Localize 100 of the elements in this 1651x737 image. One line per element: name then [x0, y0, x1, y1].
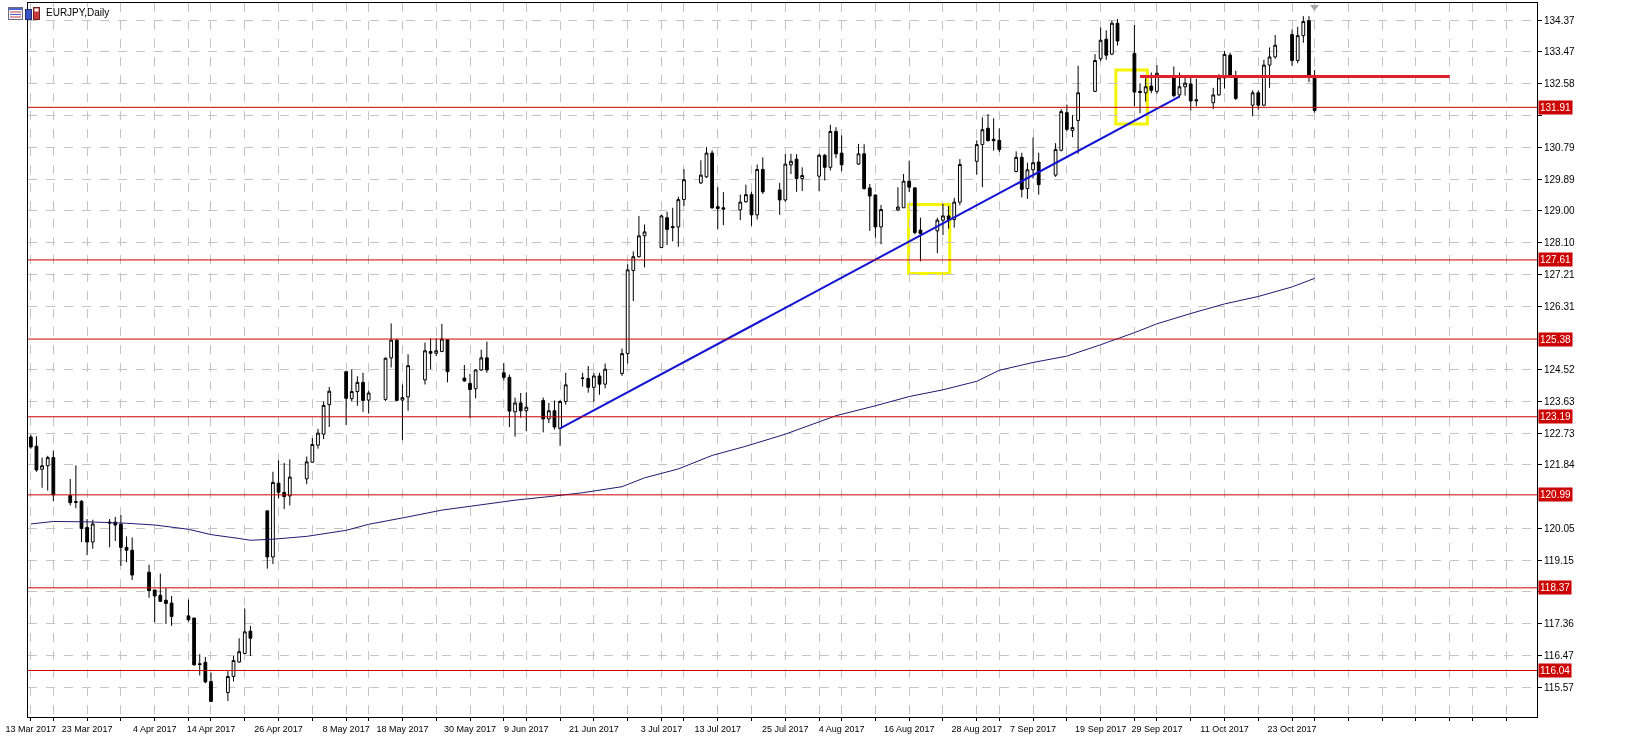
candlestick: [321, 401, 326, 440]
ref-line-label: 116.04: [1540, 665, 1571, 676]
ref-line-label: 127.61: [1540, 254, 1572, 265]
candlestick: [957, 158, 962, 206]
candlestick: [541, 397, 546, 433]
candlestick: [90, 519, 95, 550]
y-tick-label: 123.63: [1544, 395, 1576, 407]
y-tick-label: 134.37: [1544, 14, 1576, 26]
y-tick-label: 128.10: [1544, 237, 1576, 249]
candlestick: [659, 214, 664, 249]
chart-title: EURJPY,Daily: [45, 7, 111, 19]
x-tick-label: 23 Mar 2017: [61, 723, 113, 734]
y-tick-label: 120.05: [1544, 522, 1576, 534]
candlestick: [147, 564, 151, 599]
candlestick: [1307, 15, 1311, 83]
ref-line-label: 123.19: [1540, 411, 1572, 422]
candlestick: [513, 397, 517, 438]
candlestick: [637, 215, 641, 258]
x-tick-label: 4 Aug 2017: [818, 723, 865, 734]
candlestick: [40, 457, 44, 489]
candlestick: [834, 126, 838, 159]
candlestick: [1132, 24, 1137, 107]
candlestick: [164, 587, 168, 625]
candlestick: [1076, 65, 1080, 155]
y-tick-label: 124.52: [1544, 364, 1576, 376]
candlestick: [1312, 69, 1317, 114]
x-tick-label: 23 Oct 2017: [1267, 723, 1317, 734]
y-tick-label: 121.84: [1544, 459, 1576, 471]
x-tick-label: 16 Aug 2017: [883, 723, 935, 734]
candlestick: [1233, 70, 1238, 101]
candlestick: [879, 204, 883, 245]
candlestick: [316, 428, 320, 450]
candlestick: [941, 203, 945, 236]
candlestick: [327, 386, 332, 428]
candlestick: [665, 211, 669, 246]
line-series: [30, 277, 1316, 541]
candlestick: [119, 514, 123, 567]
x-tick-label: 4 Apr 2017: [132, 723, 177, 734]
candlestick: [68, 478, 73, 506]
y-tick-label: 129.89: [1544, 173, 1576, 185]
candlestick: [1014, 150, 1019, 173]
y-tick-label: 126.31: [1544, 300, 1576, 312]
candlestick: [1211, 87, 1216, 110]
candlestick: [682, 168, 686, 207]
x-tick-label: 14 Apr 2017: [186, 723, 236, 734]
y-tick-label: 130.79: [1544, 141, 1576, 153]
y-tick-label: 127.21: [1544, 268, 1576, 280]
candlestick: [344, 371, 349, 426]
x-tick-label: 19 Sep 2017: [1075, 723, 1127, 734]
ref-line-label: 131.91: [1540, 102, 1572, 113]
candlestick: [1290, 29, 1294, 67]
x-tick-label: 8 May 2017: [322, 723, 370, 734]
y-tick-label: 116.47: [1544, 649, 1575, 661]
candlestick: [839, 134, 844, 172]
x-tick-label: 9 Jun 2017: [504, 723, 549, 734]
candlestick: [760, 156, 765, 195]
candlestick: [361, 372, 365, 413]
x-tick-label: 18 May 2017: [376, 723, 429, 734]
y-tick-label: 129.00: [1544, 205, 1576, 217]
x-tick-label: 26 Apr 2017: [254, 723, 303, 734]
candlestick: [1036, 152, 1041, 196]
y-tick-label: 122.73: [1544, 427, 1576, 439]
candlestick: [1138, 82, 1142, 114]
candlestick: [935, 217, 940, 254]
candlestick: [896, 186, 900, 211]
x-tick-label: 13 Mar 2017: [5, 723, 57, 734]
candlestick: [287, 458, 292, 506]
candlestick: [366, 390, 371, 415]
candlestick: [620, 348, 624, 377]
candlestick: [209, 672, 213, 703]
candlestick: [563, 372, 568, 406]
candlestick: [986, 113, 990, 142]
candlestick: [1262, 59, 1266, 107]
x-tick-label: 21 Jun 2017: [569, 723, 619, 734]
x-tick-label: 25 Jul 2017: [762, 723, 809, 734]
y-tick-label: 132.58: [1544, 78, 1576, 90]
candlestick: [271, 471, 275, 565]
candlestick: [789, 153, 793, 175]
candlestick: [558, 399, 562, 447]
ref-line-label: 120.99: [1540, 489, 1572, 500]
candlestick: [485, 341, 489, 374]
ref-line-label: 118.37: [1540, 582, 1571, 593]
y-tick-label: 133.47: [1544, 46, 1576, 58]
candlestick: [169, 595, 174, 627]
y-tick-label: 119.15: [1544, 554, 1575, 566]
x-tick-label: 7 Sep 2017: [1010, 723, 1057, 734]
candlestick: [738, 194, 743, 221]
candlestick: [817, 153, 821, 192]
x-tick-label: 29 Sep 2017: [1131, 723, 1183, 734]
candlestick: [468, 373, 472, 419]
y-tick-label: 117.36: [1544, 618, 1575, 630]
candlestick: [462, 364, 467, 383]
ref-line-label: 125.38: [1540, 334, 1572, 345]
x-tick-label: 28 Aug 2017: [951, 723, 1003, 734]
x-tick-label: 30 May 2017: [443, 723, 497, 734]
x-tick-label: 11 Oct 2017: [1200, 723, 1249, 734]
candlestick: [1031, 137, 1035, 180]
candlestick: [406, 353, 410, 412]
candlestick: [423, 342, 427, 385]
candlestick: [1093, 53, 1097, 93]
